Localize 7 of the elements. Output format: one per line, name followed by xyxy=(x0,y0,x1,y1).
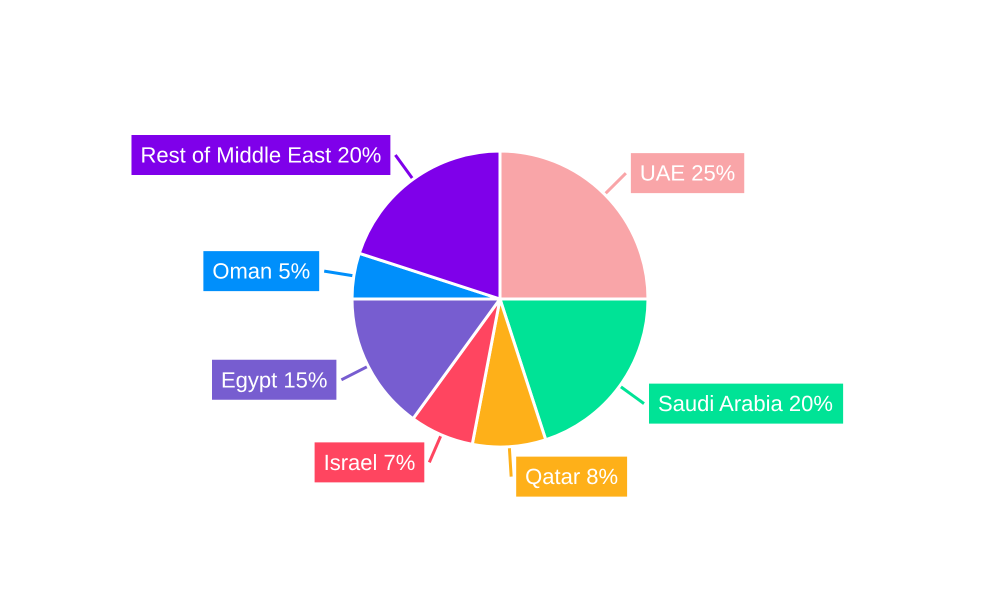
slice-label: Egypt 15% xyxy=(220,367,328,392)
slice-label: Saudi Arabia 20% xyxy=(658,391,833,416)
slice-label: Rest of Middle East 20% xyxy=(140,142,382,168)
slice-label: Israel 7% xyxy=(324,450,416,475)
slice-label: Qatar 8% xyxy=(525,464,618,490)
slice-label: UAE 25% xyxy=(640,160,736,186)
slice-label: Oman 5% xyxy=(212,258,310,284)
